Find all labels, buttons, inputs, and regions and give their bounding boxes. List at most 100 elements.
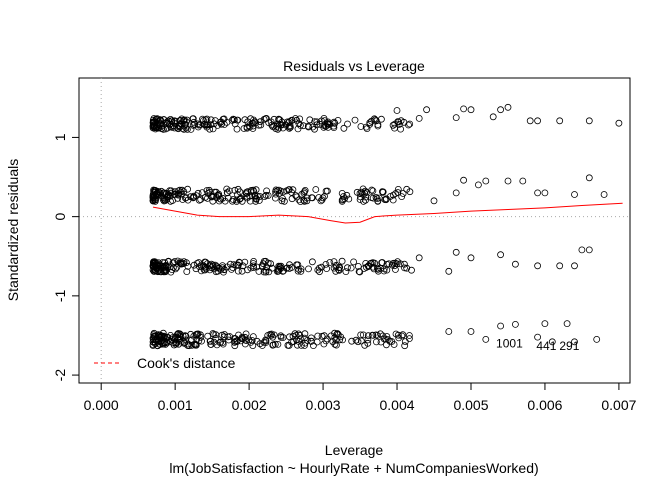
data-point: [372, 117, 380, 125]
data-point: [323, 335, 331, 343]
data-point: [526, 117, 534, 125]
data-point: [196, 121, 204, 129]
data-point: [274, 120, 282, 128]
data-point: [194, 330, 202, 338]
x-tick-label: 0.001: [158, 397, 193, 413]
data-point: [190, 340, 198, 348]
data-point: [276, 263, 284, 271]
data-point: [534, 333, 541, 341]
data-point: [182, 120, 189, 128]
data-point: [497, 251, 505, 259]
y-axis-title: Standardized residuals: [5, 159, 21, 301]
data-point: [268, 264, 276, 272]
data-point: [593, 335, 601, 343]
data-point: [238, 267, 246, 275]
data-point: [534, 189, 541, 197]
data-point: [358, 188, 365, 196]
data-point: [248, 337, 256, 344]
data-point: [541, 320, 549, 328]
data-point: [255, 267, 263, 275]
cooks-distance-curve: [152, 202, 623, 224]
x-tick-label: 0.000: [84, 397, 119, 413]
data-point: [556, 262, 564, 270]
data-point: [316, 268, 323, 276]
data-point: [293, 116, 301, 124]
data-point: [578, 246, 586, 254]
data-point: [198, 337, 205, 345]
data-point: [220, 268, 227, 276]
data-point: [482, 335, 490, 343]
x-tick-label: 0.007: [601, 397, 636, 413]
data-point: [452, 114, 460, 121]
data-point: [187, 193, 195, 201]
data-point: [474, 181, 482, 189]
data-point: [295, 265, 303, 273]
data-point: [242, 190, 250, 198]
data-point: [249, 119, 257, 127]
data-point: [279, 188, 287, 196]
data-point: [206, 337, 214, 345]
data-point: [295, 120, 303, 128]
data-point: [329, 338, 337, 346]
data-point: [353, 188, 361, 196]
data-point: [452, 189, 460, 197]
data-point: [167, 336, 175, 344]
data-point: [373, 331, 381, 339]
data-point: [253, 263, 261, 271]
data-point: [352, 336, 360, 344]
data-point: [497, 106, 505, 114]
data-point: [197, 196, 205, 203]
data-point: [157, 338, 165, 346]
data-point: [271, 194, 279, 202]
y-tick-label: -1: [52, 289, 68, 302]
data-point: [315, 264, 323, 272]
data-point: [415, 115, 423, 122]
data-point: [163, 118, 171, 126]
data-point: [278, 121, 286, 129]
data-point: [345, 195, 353, 203]
data-point: [157, 116, 165, 124]
data-point: [364, 336, 372, 344]
data-point: [233, 196, 241, 204]
data-point: [356, 193, 364, 201]
data-point: [231, 342, 239, 350]
data-point: [366, 119, 374, 127]
data-point: [232, 335, 239, 343]
data-point: [585, 117, 593, 125]
data-point: [166, 120, 173, 128]
data-point: [269, 341, 277, 349]
data-point: [291, 115, 299, 122]
data-point: [218, 264, 226, 272]
data-point: [235, 258, 243, 266]
data-point: [405, 332, 413, 339]
data-point: [194, 189, 202, 197]
data-point: [263, 187, 271, 195]
reference-lines: [79, 78, 630, 383]
data-point: [370, 115, 378, 123]
data-point: [162, 125, 170, 133]
data-point: [296, 331, 304, 339]
data-point: [286, 261, 293, 269]
data-point: [323, 187, 331, 195]
data-point: [283, 187, 291, 195]
data-point: [270, 331, 278, 339]
data-point: [234, 185, 242, 193]
data-point: [556, 117, 564, 125]
data-point: [174, 125, 182, 133]
x-tick-label: 0.006: [527, 397, 562, 413]
data-point: [151, 258, 158, 266]
data-point: [356, 196, 364, 203]
data-point: [534, 117, 541, 125]
data-point: [340, 124, 348, 132]
data-point: [512, 260, 519, 268]
x-tick-label: 0.002: [232, 397, 267, 413]
data-point: [571, 262, 578, 270]
data-point: [378, 259, 386, 267]
data-point: [260, 268, 268, 276]
data-point: [374, 121, 382, 128]
data-point: [200, 117, 207, 124]
data-point: [224, 194, 232, 202]
data-point: [249, 333, 257, 341]
data-point: [497, 322, 505, 330]
data-point: [541, 189, 549, 197]
